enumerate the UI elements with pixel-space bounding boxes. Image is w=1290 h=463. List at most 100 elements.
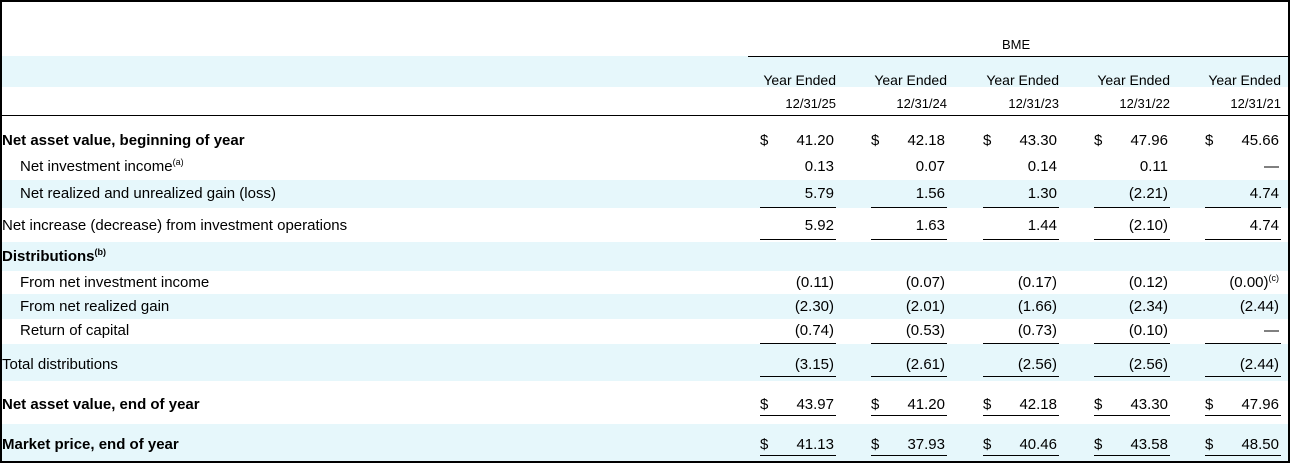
row-band bbox=[2, 424, 1288, 461]
row-label: Net investment income(a) bbox=[20, 158, 184, 176]
cell-value: 41.13 bbox=[796, 436, 834, 453]
underline bbox=[760, 207, 836, 208]
cell-value: 5.92 bbox=[804, 217, 834, 234]
row-band bbox=[2, 56, 1288, 87]
column-header: Year Ended bbox=[763, 72, 836, 88]
currency-symbol: $ bbox=[1094, 396, 1103, 413]
row-label: Net increase (decrease) from investment … bbox=[2, 217, 347, 235]
group-header: BME bbox=[1002, 37, 1031, 52]
currency-symbol: $ bbox=[760, 132, 769, 149]
cell-value: (0.12) bbox=[1128, 274, 1168, 291]
row-label-text: From net realized gain bbox=[20, 298, 170, 315]
row-label: From net realized gain bbox=[20, 298, 169, 316]
row-label-text: Net asset value, end of year bbox=[2, 396, 200, 413]
row-label-text: Total distributions bbox=[2, 356, 118, 373]
cell-value: (0.07) bbox=[905, 274, 945, 291]
cell-value: 47.96 bbox=[1130, 132, 1168, 149]
cell-value: (2.61) bbox=[905, 356, 945, 373]
underline bbox=[1094, 376, 1170, 377]
underline bbox=[1205, 207, 1281, 208]
cell-value: (0.17) bbox=[1017, 274, 1057, 291]
cell-value: 0.07 bbox=[915, 158, 945, 175]
cell-value: 47.96 bbox=[1241, 396, 1279, 413]
currency-symbol: $ bbox=[871, 436, 880, 453]
underline bbox=[760, 239, 836, 240]
cell-value: (2.10) bbox=[1128, 217, 1168, 234]
currency-symbol: $ bbox=[871, 396, 880, 413]
underline bbox=[871, 207, 947, 208]
cell-value: 42.18 bbox=[907, 132, 945, 149]
cell-value: 1.44 bbox=[1027, 217, 1057, 234]
row-band bbox=[2, 180, 1288, 208]
underline bbox=[1205, 343, 1281, 344]
column-date: 12/31/23 bbox=[1008, 96, 1059, 111]
cell-value: 0.13 bbox=[804, 158, 834, 175]
currency-symbol: $ bbox=[1205, 436, 1214, 453]
underline bbox=[983, 455, 1059, 456]
footnote-ref: (a) bbox=[172, 157, 184, 167]
row-label-text: Net investment income bbox=[20, 158, 173, 175]
currency-symbol: $ bbox=[983, 132, 992, 149]
cell-value: 45.66 bbox=[1241, 132, 1279, 149]
underline bbox=[1205, 239, 1281, 240]
currency-symbol: $ bbox=[871, 132, 880, 149]
column-date: 12/31/21 bbox=[1230, 96, 1281, 111]
cell-value: 43.30 bbox=[1130, 396, 1168, 413]
underline bbox=[983, 239, 1059, 240]
underline bbox=[1094, 207, 1170, 208]
column-header: Year Ended bbox=[874, 72, 947, 88]
column-header: Year Ended bbox=[1208, 72, 1281, 88]
header-rule bbox=[2, 115, 1288, 116]
footnote-ref: (c) bbox=[1268, 273, 1280, 283]
underline bbox=[871, 455, 947, 456]
underline bbox=[760, 455, 836, 456]
column-date: 12/31/25 bbox=[785, 96, 836, 111]
underline bbox=[871, 239, 947, 240]
cell-value: — bbox=[1264, 158, 1279, 175]
underline bbox=[1094, 343, 1170, 344]
row-label-text: Net realized and unrealized gain (loss) bbox=[20, 185, 276, 202]
cell-value: 4.74 bbox=[1249, 217, 1279, 234]
currency-symbol: $ bbox=[1205, 396, 1214, 413]
cell-value: (1.66) bbox=[1017, 298, 1057, 315]
row-band bbox=[2, 242, 1288, 271]
row-label: Net asset value, beginning of year bbox=[2, 132, 245, 150]
underline bbox=[1094, 415, 1170, 416]
cell-value: 1.63 bbox=[915, 217, 945, 234]
cell-value: (2.30) bbox=[794, 298, 834, 315]
row-label-text: Distributions bbox=[2, 248, 95, 265]
cell-value: (2.44) bbox=[1239, 356, 1279, 373]
cell-value: (0.53) bbox=[905, 322, 945, 339]
cell-value: 41.20 bbox=[796, 132, 834, 149]
header-rule bbox=[748, 56, 1288, 57]
footnote-ref: (b) bbox=[94, 247, 107, 257]
cell-value: 42.18 bbox=[1019, 396, 1057, 413]
cell-value: (0.74) bbox=[794, 322, 834, 339]
column-header: Year Ended bbox=[1097, 72, 1170, 88]
cell-value: (2.56) bbox=[1017, 356, 1057, 373]
cell-value: 37.93 bbox=[907, 436, 945, 453]
underline bbox=[1205, 376, 1281, 377]
cell-value: (0.10) bbox=[1128, 322, 1168, 339]
currency-symbol: $ bbox=[983, 436, 992, 453]
currency-symbol: $ bbox=[760, 436, 769, 453]
row-label: Market price, end of year bbox=[2, 436, 179, 454]
row-label: Return of capital bbox=[20, 322, 129, 340]
cell-value: 43.97 bbox=[796, 396, 834, 413]
row-label-text: Net increase (decrease) from investment … bbox=[2, 217, 348, 234]
underline bbox=[1094, 455, 1170, 456]
column-date: 12/31/22 bbox=[1119, 96, 1170, 111]
cell-value: (2.34) bbox=[1128, 298, 1168, 315]
cell-value: 41.20 bbox=[907, 396, 945, 413]
underline bbox=[1094, 239, 1170, 240]
row-label: From net investment income bbox=[20, 274, 209, 292]
cell-value: 0.11 bbox=[1139, 158, 1168, 175]
currency-symbol: $ bbox=[983, 396, 992, 413]
row-label: Net realized and unrealized gain (loss) bbox=[20, 185, 276, 203]
cell-value: (2.44) bbox=[1239, 298, 1279, 315]
currency-symbol: $ bbox=[1094, 436, 1103, 453]
row-label: Net asset value, end of year bbox=[2, 396, 200, 414]
cell-value: (2.01) bbox=[905, 298, 945, 315]
cell-value: 43.58 bbox=[1130, 436, 1168, 453]
